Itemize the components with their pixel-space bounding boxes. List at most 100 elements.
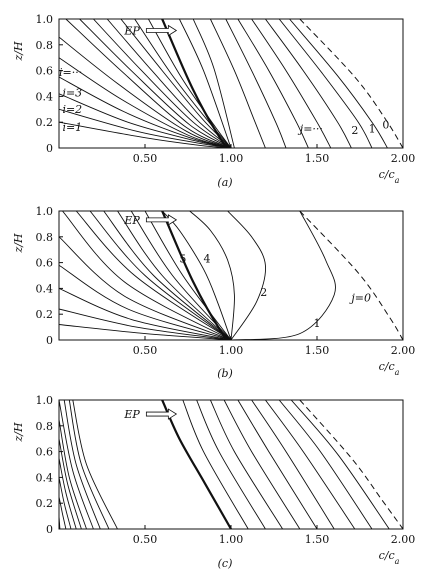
series-line	[290, 400, 390, 529]
series-line	[237, 19, 309, 148]
series-line	[59, 121, 232, 148]
x-tick-label: 1.50	[305, 533, 330, 546]
series-line	[251, 400, 335, 529]
series-line	[59, 438, 82, 529]
y-tick-label: 1.0	[36, 205, 54, 218]
annotation-label: 1	[369, 123, 376, 136]
series-line	[59, 108, 232, 148]
x-tick-label: 1.00	[219, 152, 244, 165]
arrow-icon	[145, 214, 178, 226]
x-tick-label: 2.00	[391, 533, 416, 546]
x-axis-label: c/ca	[379, 549, 400, 566]
annotation-label: i=3	[62, 86, 82, 99]
x-tick-label: 1.00	[219, 533, 244, 546]
series-line	[59, 516, 61, 529]
annotation-label: 1	[314, 317, 321, 330]
series-line	[59, 287, 232, 340]
chart-panel-a: 0 0.2 0.4 0.6 0.8 1.0 0.50 1.00 1.50 2.00 z/H c/ca (…	[12, 13, 415, 189]
series-line	[209, 400, 283, 529]
x-tick-label: 1.50	[305, 344, 330, 357]
y-tick-label: 0.8	[36, 420, 54, 433]
series-line	[265, 19, 352, 148]
series-line	[120, 19, 232, 148]
series-line	[134, 19, 232, 148]
series-line	[93, 19, 232, 148]
annotation-label: 0	[382, 119, 389, 132]
x-tick-label: 0.50	[133, 344, 158, 357]
y-tick-label: 0.2	[36, 308, 54, 321]
series-line	[196, 400, 266, 529]
annotation-label: i=···	[59, 66, 82, 79]
series-line	[148, 19, 232, 148]
annotation-label: j=0	[348, 291, 371, 304]
y-tick-label: 0	[46, 142, 53, 155]
series-line	[289, 19, 388, 148]
plot-frame	[58, 399, 404, 530]
annotation-label: i=1	[62, 121, 82, 134]
y-tick-label: 0.4	[36, 90, 54, 103]
x-tick-label: 2.00	[391, 344, 416, 357]
y-tick-label: 0.2	[36, 497, 54, 510]
plot-frame	[58, 210, 404, 341]
y-tick-label: 0	[46, 334, 53, 347]
series-line	[89, 211, 232, 340]
series-line	[59, 400, 94, 529]
series-group	[59, 400, 403, 529]
x-tick-label: 1.00	[219, 344, 244, 357]
chart-panel-c: 0 0.2 0.4 0.6 0.8 1.0 0.50 1.00 1.50 2.00 z/H c/ca (…	[12, 394, 415, 570]
series-line	[230, 211, 336, 340]
series-line	[59, 93, 232, 148]
series-line	[59, 57, 232, 148]
series-line	[178, 19, 232, 148]
series-line	[144, 211, 232, 340]
series-line	[59, 36, 232, 148]
y-tick-label: 0	[46, 523, 53, 536]
x-tick-label: 0.50	[133, 152, 158, 165]
series-line	[227, 211, 266, 340]
dashed-curve	[299, 400, 403, 529]
y-tick-label: 0.2	[36, 116, 54, 129]
series-line	[103, 211, 232, 340]
series-line	[59, 419, 87, 529]
series-line	[265, 400, 356, 529]
series-line	[209, 19, 266, 148]
ep-curve	[161, 400, 232, 529]
series-line	[68, 400, 110, 529]
y-tick-label: 1.0	[36, 13, 54, 26]
series-line	[182, 400, 249, 529]
annotation-label: EP	[123, 408, 140, 421]
arrow-icon	[145, 24, 178, 37]
annotation-label: i=2	[62, 103, 82, 116]
x-axis-label: c/ca	[379, 360, 400, 377]
annotation-label: EP	[123, 214, 140, 227]
annotation-label: EP	[123, 24, 140, 37]
series-line	[59, 324, 232, 340]
y-axis-label: z/H	[12, 422, 25, 443]
series-line	[106, 19, 232, 148]
y-tick-label: 0.6	[36, 446, 54, 459]
annotation-label: j=···	[297, 123, 323, 136]
series-line	[130, 211, 232, 340]
series-line	[278, 19, 373, 148]
dashed-curve	[299, 211, 403, 340]
series-line	[223, 400, 301, 529]
dashed-curve	[299, 19, 403, 148]
x-axis-label: c/ca	[379, 168, 400, 185]
series-line	[225, 19, 287, 148]
series-line	[62, 211, 232, 340]
series-line	[59, 477, 72, 529]
x-tick-label: 2.00	[391, 152, 416, 165]
series-line	[75, 211, 232, 340]
series-line	[117, 211, 232, 340]
x-tick-label: 0.50	[133, 533, 158, 546]
series-line	[65, 19, 232, 148]
series-line	[72, 400, 118, 529]
series-line	[59, 76, 232, 148]
annotation-label: 5	[179, 253, 186, 266]
series-line	[59, 236, 232, 340]
annotation-label: 2	[351, 124, 358, 137]
y-axis-label: z/H	[12, 233, 25, 254]
arrow-icon	[145, 408, 178, 420]
series-line	[278, 400, 373, 529]
series-group	[59, 211, 403, 340]
